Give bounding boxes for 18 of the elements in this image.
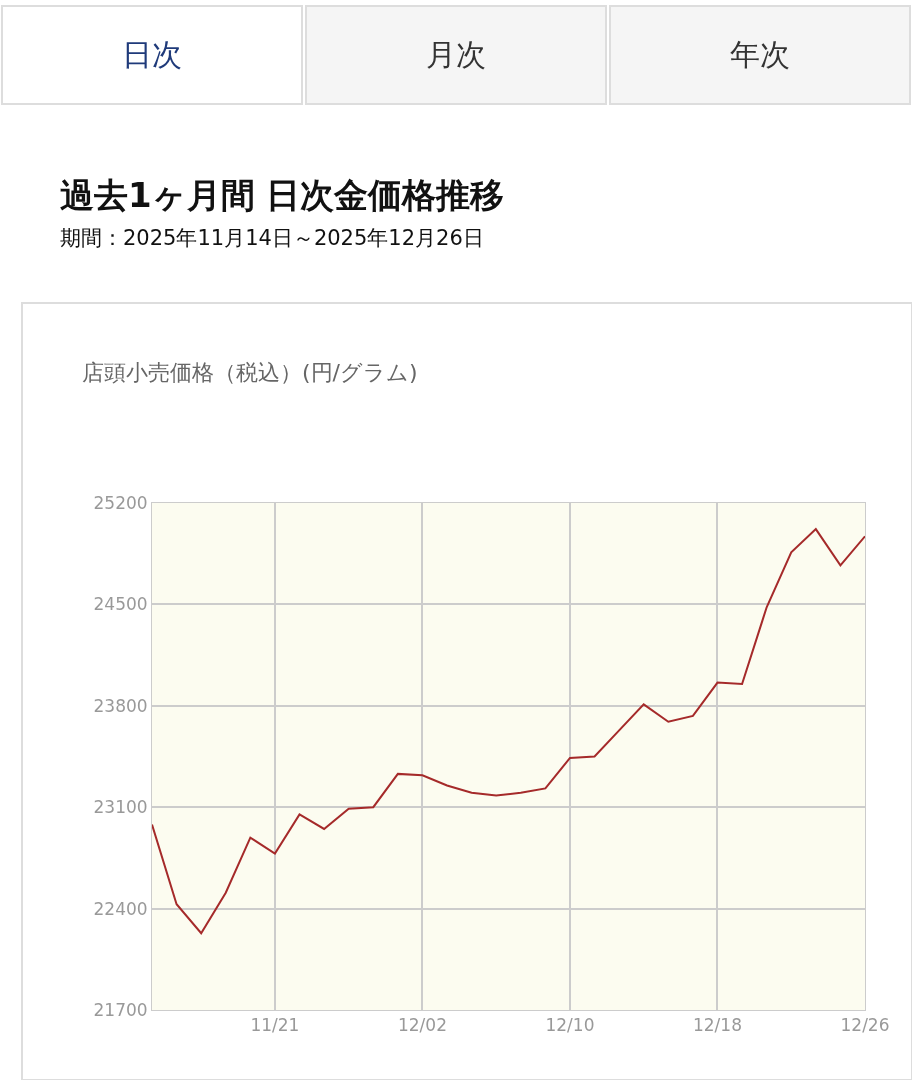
- chart-title: 過去1ヶ月間 日次金価格推移: [60, 175, 505, 215]
- y-tick-label: 24500: [93, 594, 148, 615]
- line-series: [152, 528, 865, 935]
- text: 日次: [122, 37, 182, 72]
- text: 月次: [426, 37, 486, 72]
- y-tick-label: 23100: [93, 797, 148, 818]
- y-tick-label: 22400: [93, 898, 148, 919]
- y-tick-label: 23800: [93, 695, 148, 716]
- y-axis-title: 店頭小売価格（税込）(円/グラム): [82, 360, 418, 385]
- chart-subtitle: 期間：2025年11月14日～2025年12月26日: [60, 226, 484, 250]
- x-tick-label: 12/10: [545, 1015, 595, 1036]
- x-tick-label: 12/18: [692, 1015, 742, 1036]
- y-tick-label: 21700: [93, 999, 148, 1020]
- text: 年次: [730, 37, 790, 72]
- x-tick-label: 12/26: [840, 1015, 890, 1036]
- x-tick-label: 11/21: [250, 1015, 300, 1036]
- x-tick-label: 12/02: [397, 1015, 447, 1036]
- y-tick-label: 25200: [93, 492, 148, 513]
